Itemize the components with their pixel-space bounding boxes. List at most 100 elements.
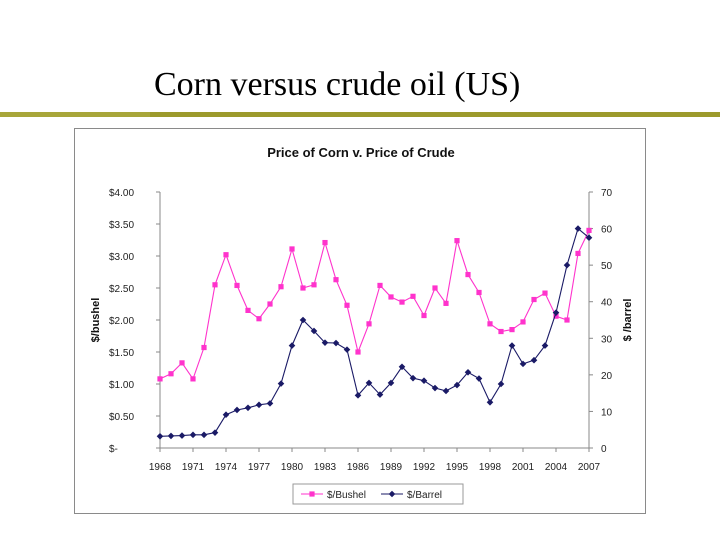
data-point-bushel: [267, 301, 273, 307]
data-point-bushel: [410, 293, 416, 299]
data-point-barrel: [431, 384, 439, 392]
data-point-bushel: [399, 299, 405, 305]
data-point-bushel: [377, 282, 383, 289]
data-point-bushel: [311, 282, 317, 288]
data-point-bushel: [531, 296, 537, 303]
chart: Price of Corn v. Price of Crude $- $0.50 $1…: [90, 145, 634, 505]
data-point-bushel: [344, 302, 350, 308]
data-point-barrel: [310, 327, 318, 335]
x-tick-label: 2001: [512, 462, 535, 473]
title-underline-left: [0, 112, 150, 117]
data-point-barrel: [255, 401, 263, 409]
data-point-barrel: [464, 368, 472, 376]
x-tick-label: 1995: [446, 462, 469, 473]
x-tick-label: 1974: [215, 462, 238, 473]
chart-title: Price of Corn v. Price of Crude: [267, 145, 455, 160]
data-point-bushel: [212, 282, 218, 288]
data-point-barrel: [497, 380, 505, 388]
data-point-bushel: [201, 344, 207, 351]
x-tick-label: 2007: [578, 462, 601, 473]
data-point-barrel: [299, 316, 307, 324]
x-tick-label: 1983: [314, 462, 337, 473]
y-tick-label-left: $2.00: [109, 316, 134, 327]
data-point-bushel: [168, 371, 174, 377]
y-tick-label-left: $3.00: [109, 252, 134, 263]
legend-label-barrel: $/Barrel: [407, 490, 442, 501]
data-point-barrel: [519, 360, 527, 368]
chart-frame: Price of Corn v. Price of Crude $- $0.50 $1…: [74, 128, 646, 514]
data-point-bushel: [476, 289, 482, 296]
y-tick-label-right: 40: [601, 298, 613, 309]
y-tick-label-left: $4.00: [109, 188, 134, 199]
data-point-barrel: [233, 406, 241, 414]
data-point-barrel: [453, 381, 461, 389]
x-tick-label: 1968: [149, 462, 172, 473]
x-tick-label: 1992: [413, 462, 436, 473]
data-point-barrel: [475, 375, 483, 382]
title-underline-right: [150, 112, 720, 117]
y-tick-label-left: $1.50: [109, 348, 134, 359]
data-point-bushel: [465, 271, 471, 278]
y-tick-label-left: $-: [109, 444, 118, 455]
data-point-barrel: [398, 363, 406, 371]
legend-box: [292, 483, 464, 505]
data-point-barrel: [486, 398, 494, 406]
series-line-barrel: [159, 227, 590, 437]
y-tick-label-right: 70: [601, 188, 613, 199]
data-point-bushel: [564, 317, 570, 323]
data-point-bushel: [498, 328, 504, 335]
data-point-barrel: [442, 387, 450, 395]
data-point-bushel: [509, 327, 515, 333]
data-point-bushel: [234, 282, 240, 289]
data-point-barrel: [321, 339, 329, 346]
x-tick-label: 1998: [479, 462, 502, 473]
data-point-barrel: [365, 379, 373, 387]
data-point-bushel: [333, 277, 339, 283]
data-point-bushel: [245, 307, 251, 313]
slide-title: Corn versus crude oil (US): [154, 66, 521, 103]
y-tick-label-right: 0: [601, 444, 607, 455]
data-point-barrel: [332, 339, 340, 347]
data-point-bushel: [366, 321, 372, 327]
data-point-bushel: [289, 246, 295, 252]
y-tick-label-right: 30: [601, 334, 613, 345]
data-point-bushel: [487, 321, 493, 327]
data-point-barrel: [222, 411, 230, 419]
y-tick-label-right: 50: [601, 261, 613, 272]
data-point-bushel: [575, 250, 581, 257]
x-tick-label: 1971: [182, 462, 205, 473]
data-point-bushel: [278, 284, 284, 290]
y-tick-label-left: $3.50: [109, 220, 134, 231]
data-point-bushel: [443, 300, 449, 306]
y-axis-title-left: $/bushel: [90, 298, 102, 343]
data-point-bushel: [542, 290, 548, 296]
data-point-bushel: [157, 376, 163, 382]
x-tick-label: 1980: [281, 462, 304, 473]
legend-marker-barrel: [388, 490, 396, 498]
x-tick-label: 1977: [248, 462, 271, 473]
x-tick-label: 1989: [380, 462, 403, 473]
data-point-barrel: [585, 234, 593, 242]
data-point-bushel: [520, 319, 526, 325]
data-point-barrel: [409, 374, 417, 382]
data-point-barrel: [563, 261, 571, 269]
data-point-bushel: [432, 285, 438, 291]
data-point-bushel: [388, 294, 394, 300]
data-point-barrel: [266, 400, 274, 407]
y-tick-label-right: 20: [601, 371, 613, 382]
legend-label-bushel: $/Bushel: [327, 490, 366, 501]
data-point-barrel: [200, 431, 208, 439]
y-tick-label-left: $1.00: [109, 380, 134, 391]
y-tick-label-left: $2.50: [109, 284, 134, 295]
data-point-bushel: [190, 376, 196, 382]
series-line-bushel: [159, 230, 590, 381]
data-point-barrel: [288, 342, 296, 349]
data-point-barrel: [376, 391, 384, 398]
y-tick-label-right: 60: [601, 225, 613, 236]
data-point-barrel: [189, 431, 197, 439]
y-axis-title-right: $ /barrel: [622, 299, 634, 342]
data-point-barrel: [211, 429, 219, 436]
data-point-barrel: [156, 432, 164, 440]
data-point-barrel: [244, 404, 252, 412]
y-tick-label-right: 10: [601, 407, 613, 418]
